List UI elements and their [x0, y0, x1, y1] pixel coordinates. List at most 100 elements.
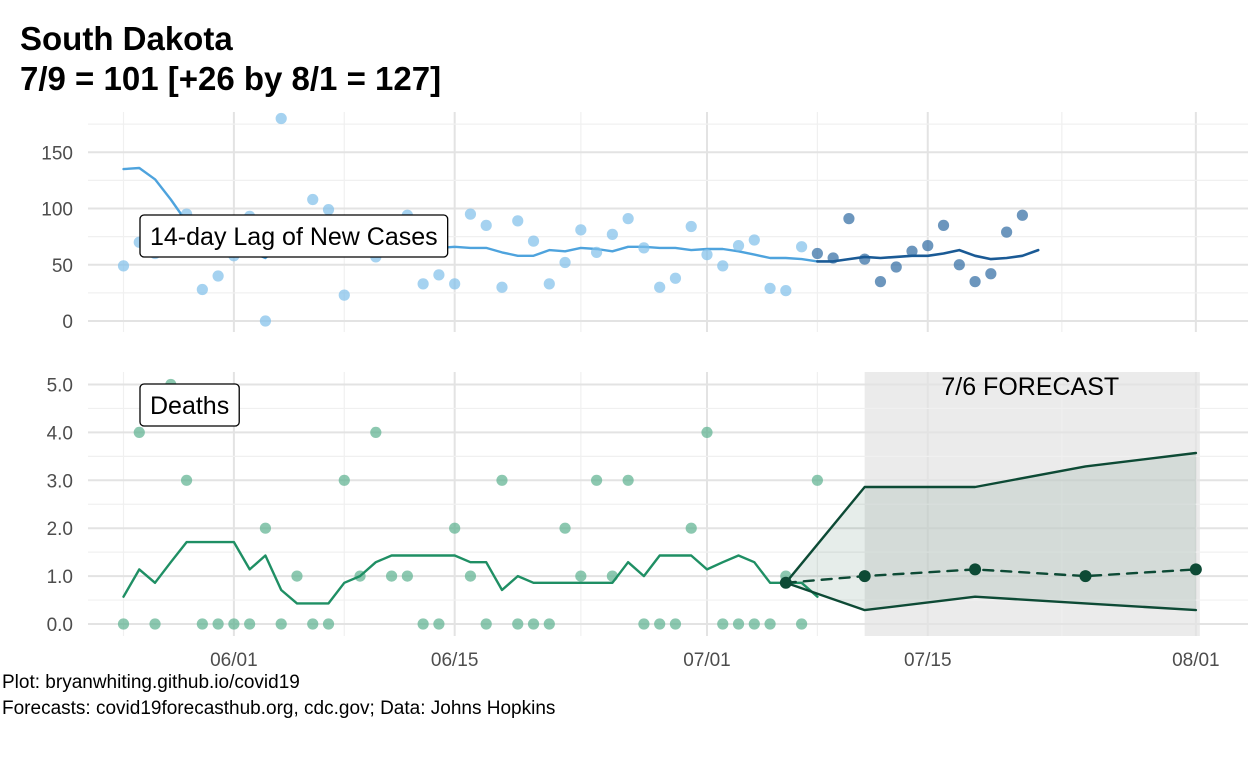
deaths-point [543, 618, 555, 630]
deaths-point [180, 474, 193, 486]
cases-point [685, 220, 697, 233]
cases-point [969, 276, 981, 288]
deaths-point [133, 426, 145, 438]
deaths-point [811, 474, 823, 486]
forecast-upper-line [784, 451, 1198, 584]
cases-point [669, 272, 682, 284]
caption-plot-source: Plot: bryanwhiting.github.io/covid19 [2, 672, 300, 693]
forecast-median-point [969, 563, 982, 576]
deaths-point [291, 570, 303, 582]
forecast-lower-line [784, 581, 1198, 612]
cases-point [275, 112, 287, 125]
y-tick-label: 2.0 [47, 519, 73, 540]
deaths-trend-line [122, 540, 819, 605]
chart-title: South Dakota [20, 20, 233, 57]
cases-point [748, 234, 760, 246]
forecast-label: 7/6 FORECAST [941, 373, 1119, 401]
cases-point [843, 213, 855, 225]
deaths-point [244, 618, 256, 630]
y-tick-label: 150 [41, 143, 73, 164]
deaths-point [433, 618, 445, 630]
cases-point [259, 315, 272, 327]
y-tick-label: 50 [52, 256, 73, 277]
cases-point [859, 253, 871, 265]
deaths-point [370, 426, 382, 438]
deaths-point [622, 474, 634, 486]
deaths-point [701, 426, 713, 438]
x-axis: 06/01 06/15 07/01 07/15 08/01 [210, 650, 1220, 671]
cases-point [480, 219, 492, 231]
cases-point [796, 241, 808, 253]
caption-data-source: Forecasts: covid19forecasthub.org, cdc.g… [2, 698, 556, 719]
deaths-point [385, 570, 398, 582]
forecast-median-point [858, 570, 871, 583]
cases-point [622, 213, 634, 225]
deaths-point [275, 618, 287, 630]
cases-point [654, 281, 666, 293]
deaths-point [196, 618, 208, 630]
cases-point [701, 249, 713, 261]
x-tick-label: 07/15 [904, 650, 952, 671]
cases-trend-line-recent [816, 248, 1040, 263]
cases-point [449, 278, 461, 290]
cases-point [433, 269, 445, 281]
cases-point [559, 256, 571, 269]
cases-point [874, 276, 887, 288]
deaths-point [464, 570, 477, 582]
forecast-median-point [779, 576, 792, 589]
x-tick-label: 08/01 [1172, 650, 1220, 671]
deaths-point [496, 474, 508, 486]
cases-point [985, 268, 997, 280]
y-tick-label: 4.0 [47, 423, 73, 444]
deaths-point [748, 618, 760, 630]
deaths-point [669, 618, 682, 630]
cases-point [543, 278, 555, 290]
forecast-median-point [1189, 563, 1202, 576]
x-tick-label: 06/01 [210, 650, 258, 671]
cases-point [322, 204, 335, 216]
y-tick-label: 100 [41, 200, 73, 221]
cases-point [212, 270, 224, 282]
cases-point [1016, 209, 1028, 221]
y-tick-label: 3.0 [47, 471, 73, 492]
deaths-point [527, 618, 540, 630]
cases-point [512, 215, 524, 227]
cases-point [464, 208, 477, 220]
cases-panel-label-box [139, 214, 449, 258]
deaths-point [654, 618, 666, 630]
deaths-point [228, 618, 240, 630]
deaths-point [796, 618, 808, 630]
y-tick-label: 0.0 [47, 615, 73, 636]
deaths-point [149, 618, 161, 630]
deaths-point [638, 618, 650, 630]
cases-point [417, 278, 429, 290]
cases-panel-label: 14-day Lag of New Cases [150, 223, 438, 251]
cases-point [890, 261, 902, 273]
deaths-point [307, 618, 319, 630]
cases-point [732, 240, 745, 252]
deaths-point [338, 474, 350, 486]
cases-point [196, 283, 208, 296]
deaths-point [591, 474, 603, 486]
deaths-panel: 0.0 1.0 2.0 3.0 4.0 5.0 7/6 FORECAST Deaths [47, 372, 1248, 636]
deaths-point [259, 522, 272, 534]
deaths-point [480, 618, 492, 630]
deaths-point [764, 618, 776, 630]
x-tick-label: 07/01 [683, 650, 731, 671]
forecast-band [785, 453, 1196, 611]
deaths-point [212, 618, 224, 630]
deaths-point [685, 522, 697, 534]
deaths-point [732, 618, 745, 630]
deaths-point [117, 618, 130, 630]
cases-point [591, 246, 603, 258]
cases-panel: 0 50 100 150 14-day Lag of New Cases [41, 112, 1248, 333]
deaths-point [417, 618, 429, 630]
cases-point [638, 242, 650, 254]
deaths-point [449, 522, 461, 534]
cases-point [496, 281, 508, 293]
cases-point [606, 228, 618, 240]
cases-point [575, 224, 587, 236]
cases-point [1001, 226, 1013, 238]
cases-point [922, 240, 934, 252]
